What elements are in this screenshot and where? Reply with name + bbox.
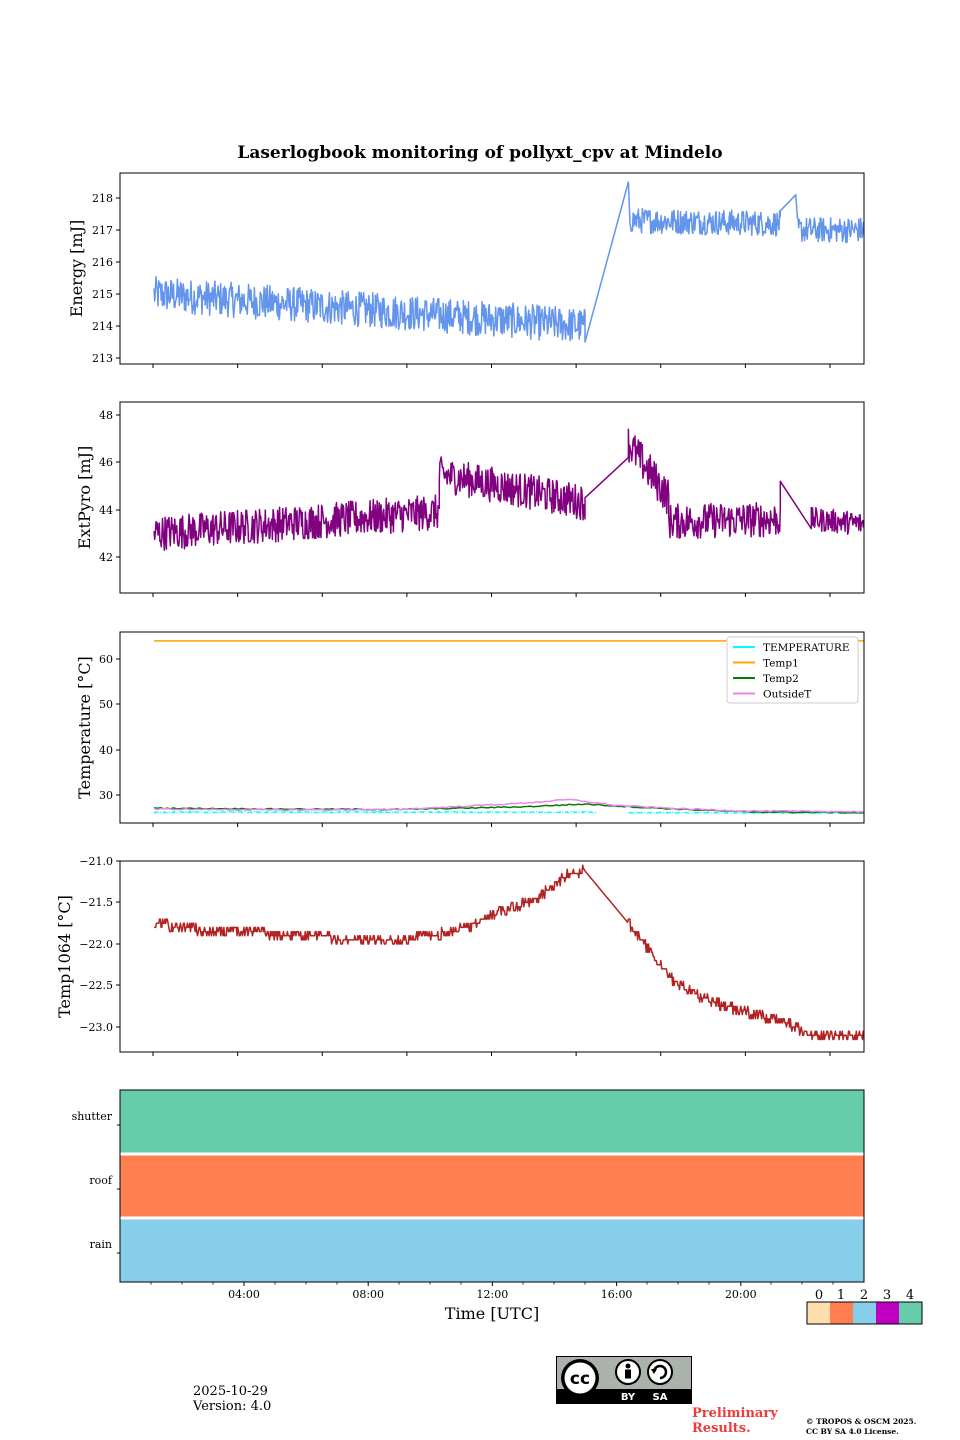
chart-title: Laserlogbook monitoring of pollyxt_cpv a… [237, 143, 722, 163]
series-temp1064-line [154, 864, 864, 1041]
y-tick-label: 216 [92, 256, 113, 269]
y-tick-label: −22.5 [79, 979, 113, 992]
y-tick-label: −22.0 [79, 938, 113, 951]
legend: TEMPERATURE Temp1 Temp2 OutsideT [726, 636, 859, 704]
y-tick-label: 214 [92, 320, 113, 333]
y-tick-label: 213 [92, 352, 113, 365]
colorbar-label-3: 3 [883, 1288, 891, 1303]
colorbar-label-2: 2 [860, 1288, 868, 1303]
copyright-notice: © TROPOS & OSCM 2025. CC BY SA 4.0 Licen… [806, 1417, 916, 1437]
x-tick-label: 16:00 [601, 1288, 633, 1301]
colorbar-swatch-3 [876, 1302, 899, 1324]
energy-axes-frame [119, 172, 865, 365]
x-tick-label: 12:00 [477, 1288, 509, 1301]
y-tick-label: 217 [92, 224, 113, 237]
legend-label-temp2: Temp2 [763, 673, 799, 685]
energy-ylabel: Energy [mJ] [67, 220, 86, 318]
preliminary-line-2: Results. [692, 1421, 751, 1436]
y-tick-label: 40 [99, 744, 113, 757]
version-label: Version: 4.0 [193, 1399, 272, 1414]
share-alike-icon [647, 1359, 673, 1385]
y-tick-label: −23.0 [79, 1021, 113, 1034]
status-row-shutter [120, 1090, 864, 1153]
extpyro-axes-frame [119, 401, 865, 594]
svg-text:SA: SA [653, 1392, 668, 1403]
x-tick-label: 20:00 [725, 1288, 757, 1301]
temp1064-axes-frame [119, 860, 865, 1053]
temperature-axes-frame [119, 631, 865, 824]
y-tick-label: 218 [92, 192, 113, 205]
x-tick-label: 08:00 [352, 1288, 384, 1301]
x-axis-label: Time [UTC] [445, 1304, 539, 1323]
copyright-line-1: © TROPOS & OSCM 2025. [806, 1417, 917, 1426]
y-tick-label: 46 [99, 456, 113, 469]
svg-text:BY: BY [621, 1392, 636, 1403]
colorbar-label-0: 0 [815, 1288, 823, 1303]
colorbar-frame [806, 1301, 923, 1325]
series-outsidet-line [153, 798, 864, 813]
svg-text:cc: cc [570, 1369, 590, 1389]
panel-extpyro: 42 44 46 48 ExtPyro [mJ] [75, 401, 865, 597]
preliminary-notice: Preliminary Results. [692, 1406, 778, 1436]
colorbar-swatch-4 [899, 1302, 922, 1324]
temp1064-ylabel: Temp1064 [°C] [55, 895, 74, 1018]
report-date: 2025-10-29 [193, 1384, 268, 1399]
colorbar-swatch-0 [807, 1302, 830, 1324]
extpyro-ylabel: ExtPyro [mJ] [75, 446, 94, 549]
legend-label-temperature: TEMPERATURE [763, 642, 850, 654]
series-energy-line [153, 181, 864, 343]
status-row-rain [120, 1219, 864, 1282]
legend-label-temp1: Temp1 [763, 658, 799, 670]
preliminary-line-1: Preliminary [692, 1406, 778, 1421]
panel-energy: 213 214 215 216 217 218 Energy [mJ] [67, 172, 865, 368]
panel-status: shutter roof rain 04:00 08:00 12:00 16:00 20:00… [72, 1089, 865, 1323]
panel-temp1064: −21.0 −21.5 −22.0 −22.5 −23.0 Temp1064 [°C] [55, 855, 865, 1056]
y-tick-label: 50 [99, 698, 113, 711]
copyright-line-2: CC BY SA 4.0 License. [806, 1427, 899, 1436]
status-label-roof: roof [89, 1174, 113, 1187]
panel-temperature: 30 40 50 60 Temperature [°C] TEMPERATURE Temp1… [75, 631, 865, 827]
y-tick-label: −21.0 [79, 855, 113, 868]
colorbar-swatch-1 [830, 1302, 853, 1324]
colorbar-label-4: 4 [906, 1288, 914, 1303]
colorbar-swatch-2 [853, 1302, 876, 1324]
colorbar-label-1: 1 [837, 1288, 845, 1303]
y-tick-label: 44 [99, 504, 113, 517]
series-extpyro-line [153, 428, 864, 551]
cc-license-badge: cc BY SA [556, 1356, 692, 1404]
y-tick-label: 30 [99, 789, 113, 802]
series-temperature-line [153, 810, 864, 815]
status-label-rain: rain [90, 1238, 112, 1251]
y-tick-label: 60 [99, 653, 113, 666]
temp1064-plot-area [154, 864, 864, 1041]
legend-label-outsidet: OutsideT [763, 689, 811, 701]
panels: 213 214 215 216 217 218 Energy [mJ] 42 44 46 48 Ext… [55, 172, 865, 1323]
energy-plot-area [153, 181, 864, 343]
status-row-roof [120, 1155, 864, 1217]
temperature-ylabel: Temperature [°C] [75, 656, 94, 799]
y-tick-label: 48 [99, 409, 113, 422]
status-label-shutter: shutter [72, 1110, 113, 1123]
y-tick-label: 215 [92, 288, 113, 301]
x-tick-label: 04:00 [228, 1288, 260, 1301]
y-tick-label: 42 [99, 551, 113, 564]
y-tick-label: −21.5 [79, 896, 113, 909]
extpyro-plot-area [153, 428, 864, 551]
